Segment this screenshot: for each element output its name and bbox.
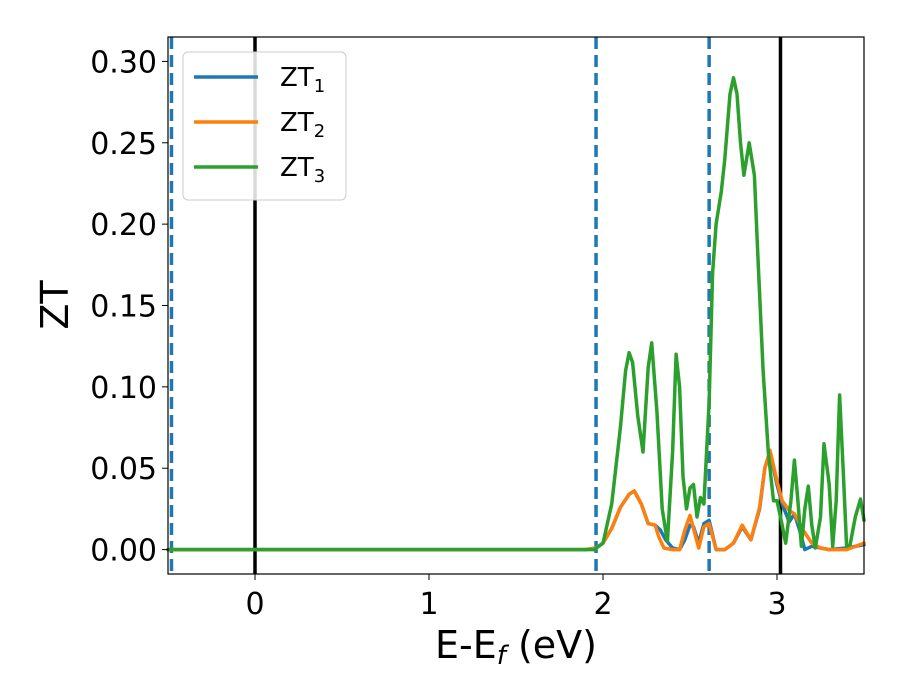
y-tick-label: 0.00 — [90, 534, 157, 569]
x-tick-label: 3 — [767, 587, 786, 622]
series-line-ZT3 — [166, 75, 866, 552]
y-tick-label: 0.30 — [90, 45, 157, 80]
y-tick-label: 0.20 — [90, 208, 157, 243]
legend-label-ZT3: ZT3 — [280, 153, 325, 187]
y-tick-label: 0.15 — [90, 290, 157, 325]
x-tick-label: 1 — [419, 587, 438, 622]
x-tick-label: 2 — [593, 587, 612, 622]
y-tick-label: 0.10 — [90, 371, 157, 406]
legend-label-ZT2: ZT2 — [280, 108, 325, 142]
series-line-ZT2 — [166, 448, 866, 552]
y-tick-label: 0.25 — [90, 127, 157, 162]
x-tick-label: 0 — [245, 587, 264, 622]
legend: ZT1 ZT2 ZT3 — [182, 51, 347, 201]
legend-label-ZT1: ZT1 — [280, 63, 325, 97]
y-tick-label: 0.05 — [90, 452, 157, 487]
x-axis-label: E-Ef (eV) — [435, 623, 597, 671]
y-axis-label: ZT — [33, 280, 77, 330]
legend-box — [182, 51, 347, 201]
x-axis-ticks: 0 1 2 3 — [245, 574, 787, 622]
series-lines — [166, 75, 866, 552]
y-axis-ticks: 0.00 0.05 0.10 0.15 0.20 0.25 0.30 — [90, 45, 168, 569]
